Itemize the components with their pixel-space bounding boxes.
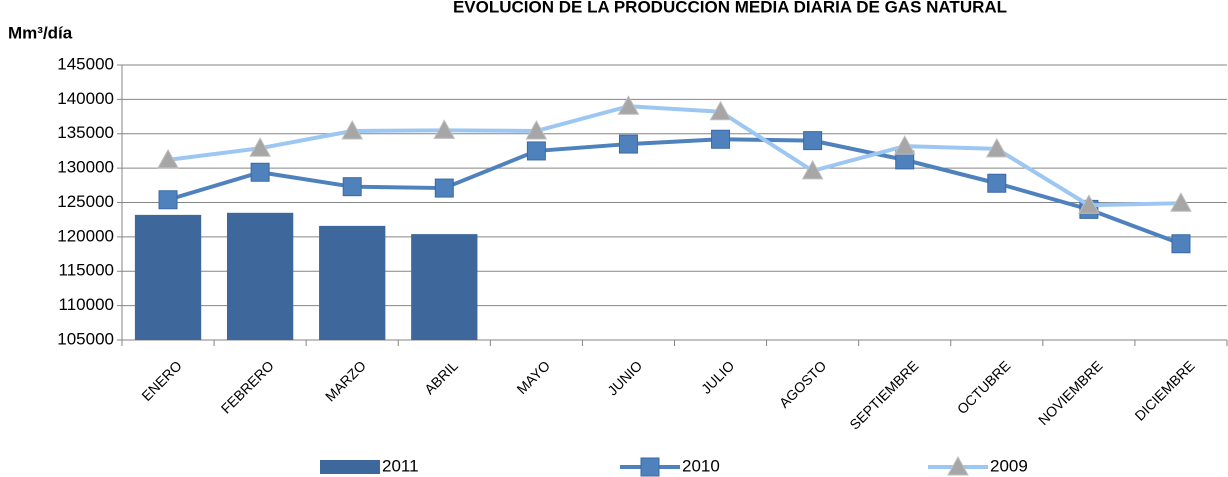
x-tick-label: DICIEMBRE bbox=[1131, 357, 1197, 423]
marker bbox=[157, 148, 179, 169]
y-tick-label: 120000 bbox=[57, 226, 114, 245]
bar bbox=[411, 234, 478, 340]
bar bbox=[319, 225, 386, 340]
legend-label: 2009 bbox=[990, 456, 1028, 475]
bar bbox=[226, 212, 294, 340]
legend-swatch bbox=[320, 460, 380, 474]
x-tick-label: JULIO bbox=[698, 357, 737, 396]
marker bbox=[711, 129, 731, 149]
y-tick-label: 115000 bbox=[59, 261, 114, 280]
bar bbox=[134, 214, 202, 340]
marker bbox=[1171, 234, 1191, 254]
y-tick-label: 125000 bbox=[57, 192, 114, 211]
marker bbox=[1078, 194, 1100, 214]
y-tick-label: 130000 bbox=[57, 158, 114, 177]
marker bbox=[434, 178, 454, 198]
x-tick-label: ENERO bbox=[138, 357, 185, 404]
chart-title: EVOLUCIÓN DE LA PRODUCCIÓN MEDIA DIARIA … bbox=[453, 0, 1007, 16]
x-tick-label: AGOSTO bbox=[776, 357, 830, 411]
x-tick-label: OCTUBRE bbox=[954, 357, 1014, 417]
y-tick-label: 135000 bbox=[57, 123, 114, 142]
y-tick-label: 110000 bbox=[59, 295, 114, 314]
x-tick-label: SEPTIEMBRE bbox=[846, 357, 921, 432]
marker bbox=[526, 141, 546, 161]
marker bbox=[640, 457, 660, 477]
marker bbox=[525, 119, 548, 140]
x-tick-label: NOVIEMBRE bbox=[1035, 357, 1106, 428]
marker bbox=[249, 137, 271, 157]
legend-label: 2011 bbox=[382, 456, 419, 475]
marker bbox=[250, 162, 270, 182]
marker bbox=[893, 135, 916, 155]
y-tick-label: 140000 bbox=[57, 89, 114, 108]
marker bbox=[433, 119, 456, 139]
marker bbox=[803, 131, 823, 151]
y-tick-label: 145000 bbox=[57, 54, 114, 73]
line bbox=[167, 104, 1182, 208]
marker bbox=[341, 119, 364, 140]
marker bbox=[158, 190, 178, 210]
y-axis-label: Mm³/día bbox=[8, 23, 73, 42]
line bbox=[167, 137, 1182, 246]
marker bbox=[342, 177, 362, 197]
x-tick-label: JUNIO bbox=[604, 357, 645, 398]
marker bbox=[617, 95, 640, 115]
x-tick-label: ABRIL bbox=[421, 357, 461, 397]
y-tick-label: 105000 bbox=[57, 329, 114, 348]
marker bbox=[947, 455, 969, 476]
x-tick-label: MAYO bbox=[513, 357, 553, 397]
marker bbox=[709, 100, 732, 121]
marker bbox=[1170, 192, 1192, 212]
x-tick-label: MARZO bbox=[322, 357, 369, 404]
marker bbox=[618, 134, 638, 154]
marker bbox=[987, 173, 1007, 193]
legend-label: 2010 bbox=[682, 456, 720, 475]
marker bbox=[985, 137, 1008, 158]
x-tick-label: FEBRERO bbox=[218, 357, 277, 416]
marker bbox=[801, 159, 824, 180]
